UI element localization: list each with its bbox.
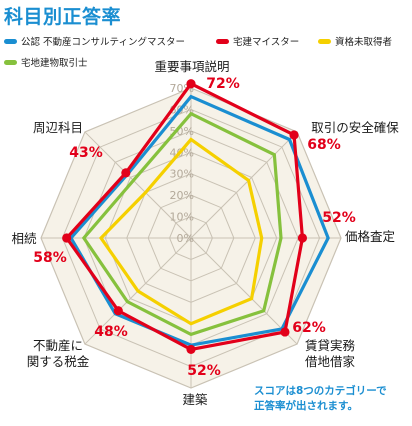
legend-item-takken-meister: 宅建マイスター: [216, 34, 299, 48]
radar-spoke: [190, 237, 298, 345]
radial-tick-label: 30%: [170, 168, 194, 181]
value-label: 48%: [94, 324, 128, 340]
radar-spoke: [84, 131, 192, 239]
value-label: 43%: [69, 145, 103, 161]
series-point: [186, 344, 196, 355]
legend-item-consulting-master: 公認 不動産コンサルティングマスター: [4, 34, 185, 48]
legend-label: 宅地建物取引士: [21, 58, 88, 69]
legend-swatch: [4, 59, 17, 65]
radar-spoke: [190, 131, 298, 239]
legend: 公認 不動産コンサルティングマスター 宅建マイスター 資格未取得者 宅地建物取引…: [0, 34, 412, 74]
series-point: [280, 327, 290, 337]
series-point: [62, 233, 72, 243]
category-label: 周辺科目: [33, 120, 83, 135]
series-point: [113, 306, 123, 316]
value-label: 58%: [33, 250, 67, 266]
category-label: 取引の安全確保: [311, 120, 399, 135]
value-label: 72%: [206, 76, 240, 92]
value-label: 68%: [307, 137, 341, 153]
value-label: 52%: [322, 210, 356, 226]
legend-label: 宅建マイスター: [233, 37, 300, 48]
series-line-2: [98, 137, 264, 326]
radial-tick-label: 10%: [170, 211, 194, 224]
radial-tick-label: 0%: [177, 232, 194, 245]
category-label: 重要事項説明: [154, 59, 229, 74]
radial-tick-label: 20%: [170, 189, 194, 202]
score-note: スコアは8つのカテゴリーで 正答率が出されます。: [254, 385, 387, 412]
page-title: 科目別正答率: [4, 6, 122, 28]
legend-label: 公認 不動産コンサルティングマスター: [21, 37, 185, 48]
series-point: [121, 168, 131, 178]
category-label: 不動産に関する税金: [27, 338, 90, 369]
legend-swatch: [216, 38, 229, 44]
series-point: [186, 79, 196, 89]
radial-tick-label: 50%: [170, 125, 194, 138]
category-label: 賃貸実務借地借家: [305, 338, 356, 369]
value-label: 62%: [292, 320, 326, 336]
category-label: 建築: [182, 392, 208, 407]
category-label: 価格査定: [345, 229, 395, 244]
series-line-3: [81, 111, 283, 337]
series-point: [289, 130, 299, 140]
legend-item-takken-shi: 宅地建物取引士: [4, 55, 88, 69]
category-label: 相続: [11, 231, 37, 246]
series-point: [297, 233, 308, 243]
legend-swatch: [4, 38, 17, 44]
legend-item-unlicensed: 資格未取得者: [318, 34, 392, 48]
value-label: 52%: [187, 363, 221, 379]
legend-swatch: [318, 38, 331, 44]
legend-label: 資格未取得者: [335, 37, 393, 48]
